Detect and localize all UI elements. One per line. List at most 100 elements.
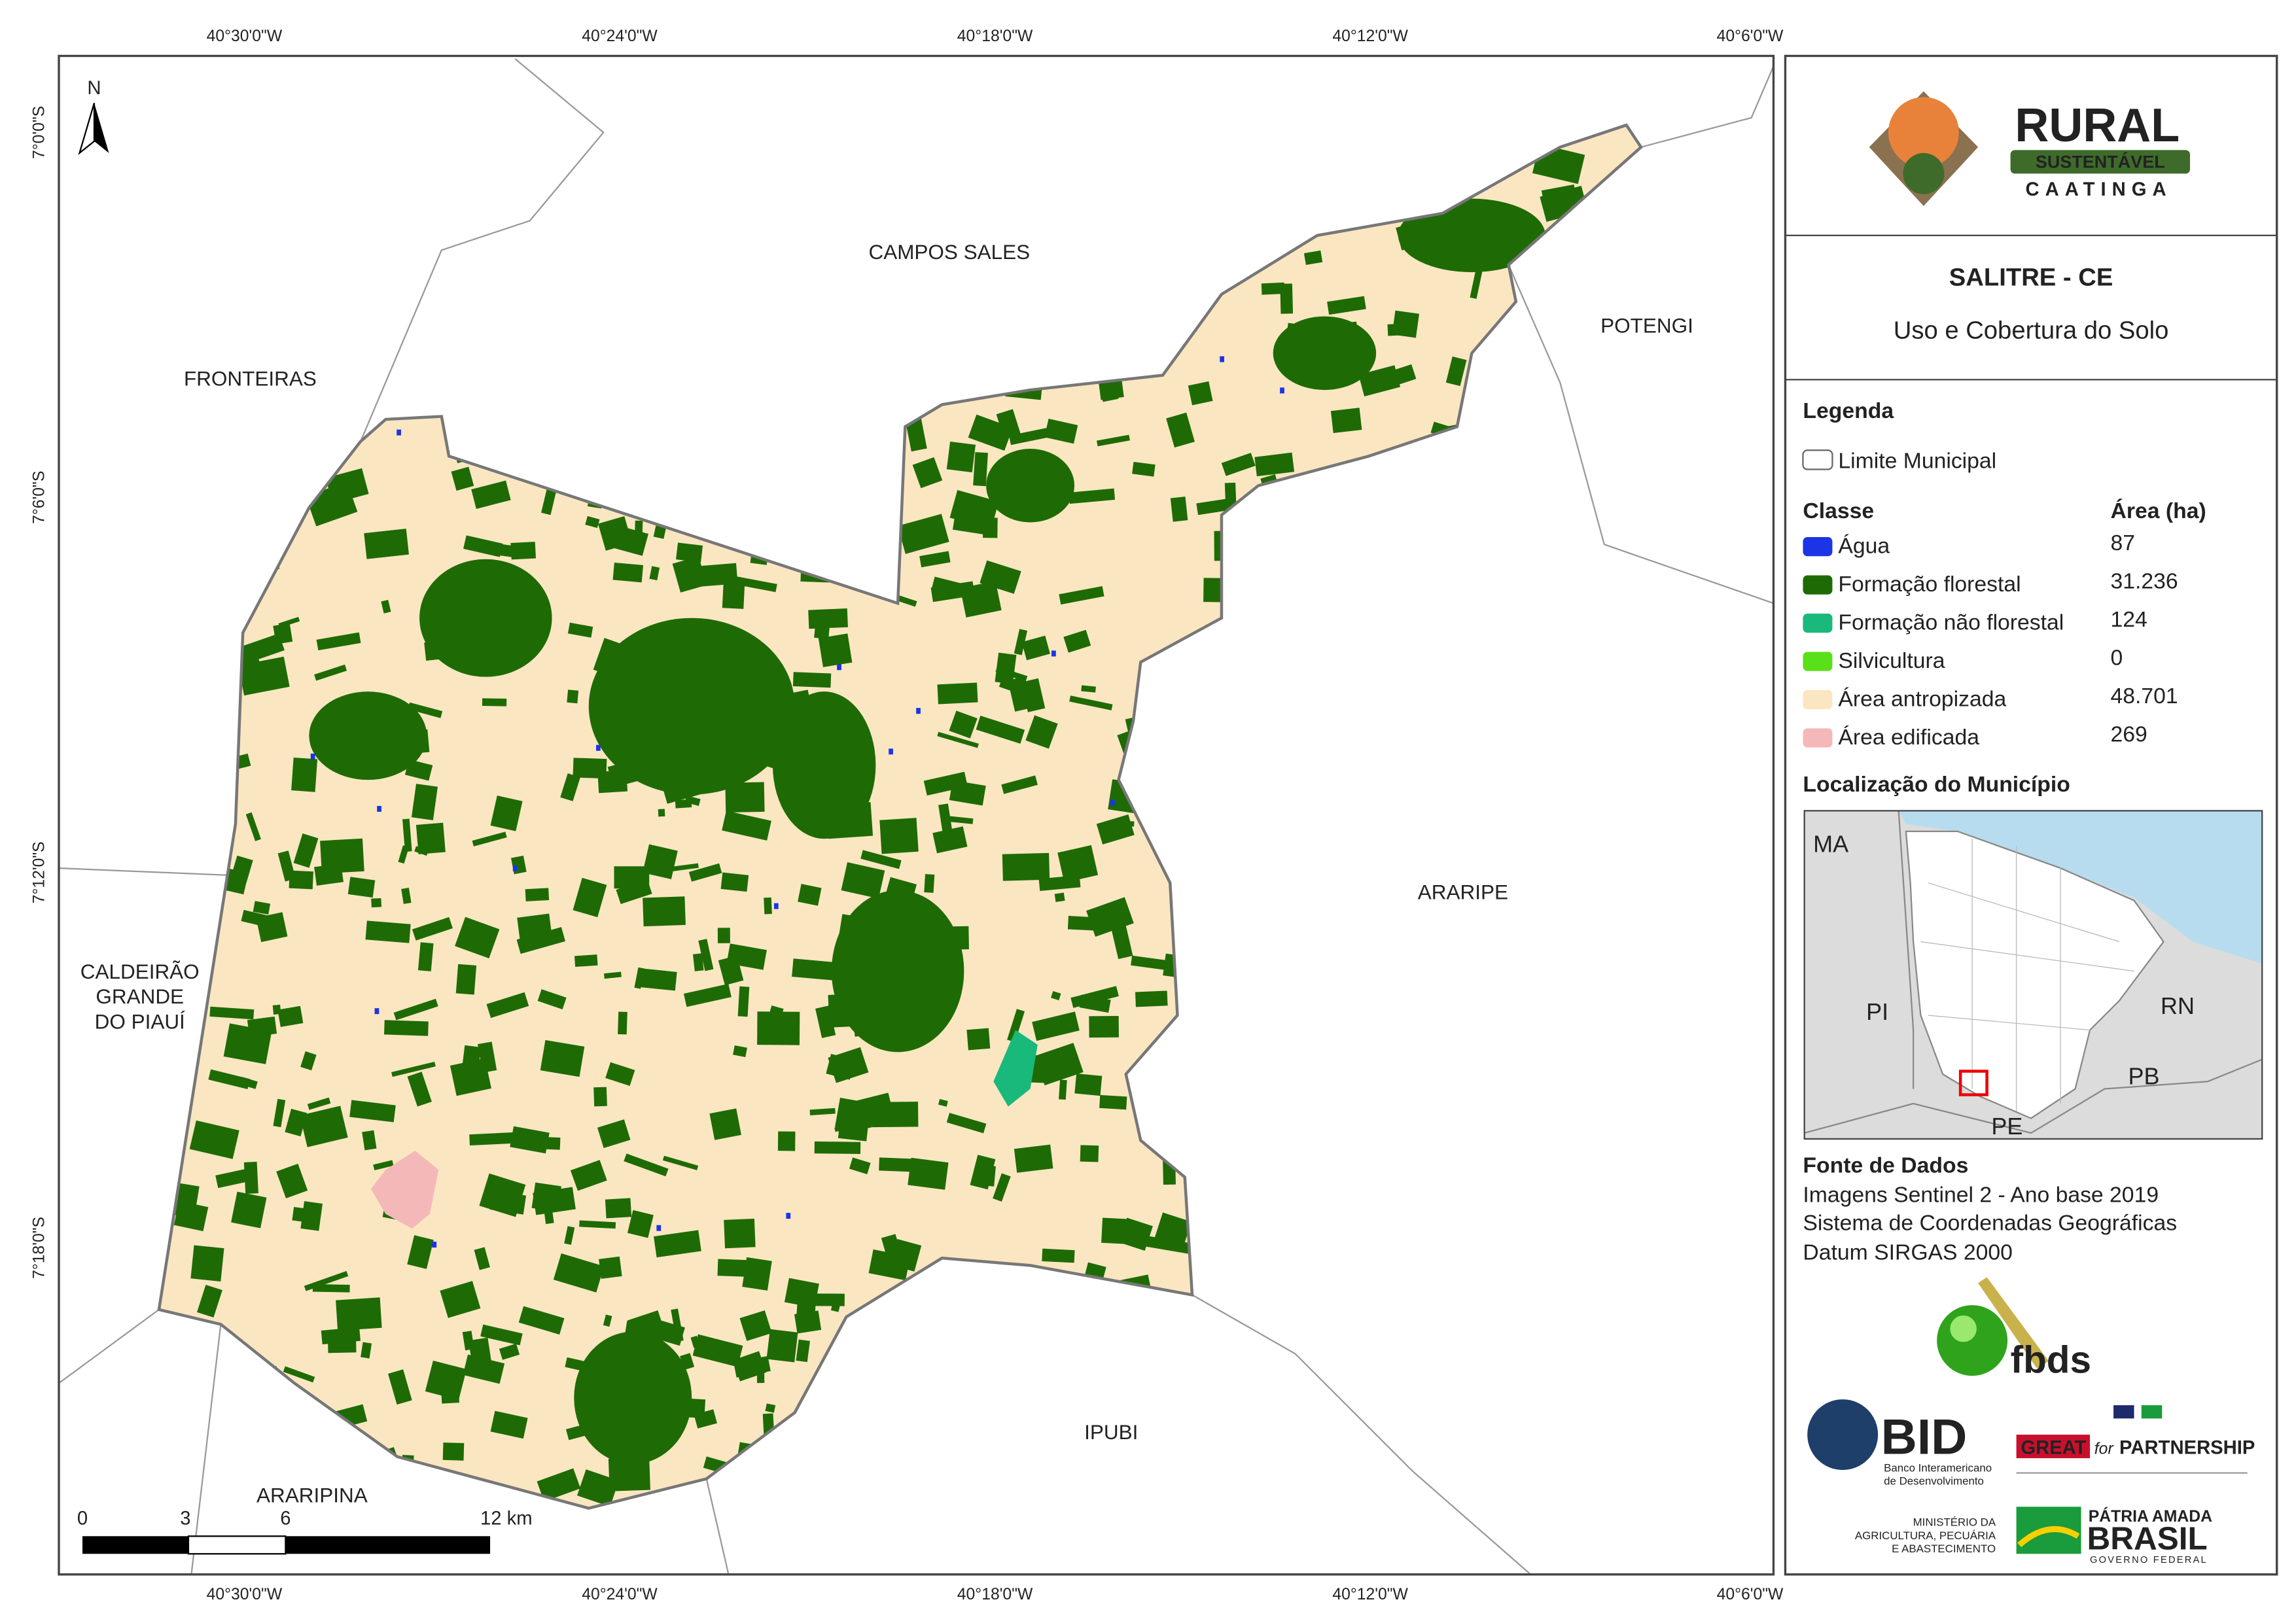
great-logo: PARTNERSHIP <box>2119 1437 2255 1458</box>
brasil-logo: PÁTRIA AMADA <box>2089 1507 2212 1526</box>
forest-patch <box>490 1410 528 1439</box>
forest-patch <box>1097 434 1130 447</box>
forest-patch <box>588 618 795 795</box>
forest-patch <box>1330 408 1362 433</box>
forest-patch <box>209 1006 255 1020</box>
forest-patch <box>1089 1015 1119 1038</box>
forest-patch <box>411 784 438 820</box>
forest-patch <box>831 890 964 1053</box>
legend-label: Área antropizada <box>1838 687 2006 712</box>
forest-patch <box>860 850 902 869</box>
legend-swatch <box>1803 652 1833 671</box>
forest-patch <box>654 1230 701 1258</box>
coordinates: 40°30'0"W 40°24'0"W 40°18'0"W 40°12'0"W … <box>31 27 1784 1603</box>
non-forest-patch <box>993 1030 1038 1107</box>
forest-patch <box>541 485 557 515</box>
forest-patch <box>684 795 701 807</box>
forest-patch <box>277 850 296 882</box>
forest-patch <box>722 811 771 841</box>
forest-patch <box>949 710 978 739</box>
forest-patch <box>1166 412 1195 448</box>
forest-patch <box>480 1324 523 1346</box>
forest-patch <box>567 689 579 704</box>
north-label: N <box>87 78 101 99</box>
forest-patch <box>365 920 411 943</box>
forest-patch <box>643 844 678 879</box>
forest-patch <box>662 1155 699 1170</box>
forest-patch <box>1398 198 1545 273</box>
forest-patch <box>1044 419 1078 444</box>
forest-patch <box>616 879 652 905</box>
forest-patch <box>542 1199 554 1225</box>
forest-patch <box>766 1329 798 1363</box>
forest-patch <box>1096 814 1135 845</box>
place-name: GRANDE <box>96 985 184 1008</box>
forest-patch <box>976 715 1025 744</box>
water-patch <box>837 664 841 671</box>
side-panel: RURAL SUSTENTÁVEL CAATINGA SALITRE - CE … <box>1784 54 2278 1576</box>
forest-patch <box>425 1360 467 1401</box>
water-patch <box>310 754 315 760</box>
forest-patch <box>381 599 391 614</box>
forest-patch <box>373 1160 394 1170</box>
forest-patch <box>838 1125 868 1142</box>
water-patch <box>889 748 893 755</box>
forest-patch <box>717 1259 752 1278</box>
forest-patch <box>408 702 443 718</box>
forest-patch <box>818 633 853 667</box>
water-patch <box>1220 356 1224 362</box>
legend-area: 0 <box>2111 646 2123 671</box>
coord-label: 7°6'0"S <box>31 471 48 524</box>
sources-title: Fonte de Dados <box>1803 1153 1968 1178</box>
forest-patch <box>777 1131 796 1151</box>
forest-patch <box>364 529 409 559</box>
forest-patch <box>419 559 552 677</box>
water-patch <box>1280 387 1284 394</box>
scale-bar: 0 3 6 12 km <box>77 1508 533 1555</box>
water-patch <box>656 1225 662 1231</box>
forest-patch <box>442 1442 465 1461</box>
place-name: DO PIAUÍ <box>95 1009 185 1033</box>
forest-patch <box>474 1247 490 1270</box>
water-patch <box>786 1213 791 1219</box>
ministry-name: E ABASTECIMENTO <box>1892 1543 1996 1555</box>
forest-patch <box>627 1210 654 1238</box>
brasil-logo: BRASIL <box>2087 1521 2208 1557</box>
map-title: SALITRE - CE <box>1949 263 2113 291</box>
forest-patch <box>724 1218 756 1249</box>
forest-patch <box>1034 1043 1084 1086</box>
forest-patch <box>973 452 988 487</box>
forest-patch <box>919 551 951 568</box>
forest-patch <box>412 916 453 941</box>
legend-label: Formação não florestal <box>1838 610 2064 635</box>
forest-patch <box>1273 316 1377 391</box>
forest-patch <box>231 1191 267 1229</box>
rural-logo: RURAL SUSTENTÁVEL CAATINGA <box>1869 91 2191 206</box>
forest-patch <box>190 1245 224 1282</box>
boundary-swatch <box>1802 449 1833 470</box>
legend-label: Silvicultura <box>1838 648 1945 673</box>
forest-patch <box>966 1028 991 1051</box>
forest-patch <box>897 514 949 554</box>
coord-label: 40°30'0"W <box>207 27 283 45</box>
forest-patch <box>564 1226 575 1245</box>
water-patch <box>397 429 401 436</box>
forest-patch <box>312 1284 350 1293</box>
water-patch <box>377 805 381 812</box>
forest-patch <box>881 1234 902 1260</box>
forest-patch <box>764 897 772 915</box>
forest-patch <box>688 863 722 882</box>
forest-patch <box>316 632 361 651</box>
forest-patch <box>1014 1144 1053 1173</box>
forest-patch <box>612 562 644 583</box>
forest-patch <box>945 816 974 824</box>
forest-patch <box>1327 296 1366 315</box>
forest-patch <box>981 1165 996 1187</box>
forest-patch <box>402 818 412 852</box>
forest-patch <box>937 682 978 705</box>
legend-header: Classe <box>1803 498 1874 523</box>
bid-logo: BID <box>1881 1409 1968 1465</box>
logo-text: SUSTENTÁVEL <box>2036 151 2165 171</box>
forest-patch <box>709 1108 741 1140</box>
